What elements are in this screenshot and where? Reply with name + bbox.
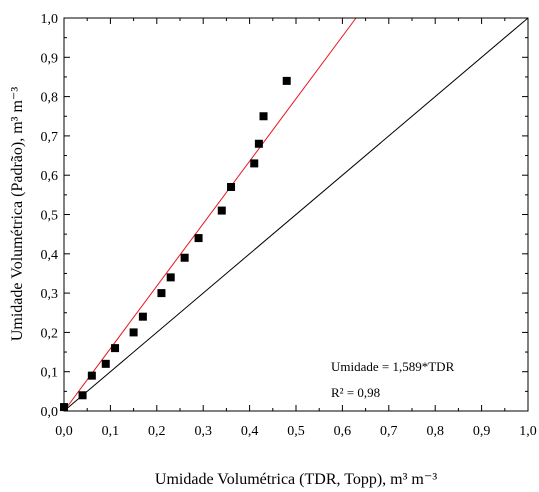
y-tick-label: 0,6 — [41, 169, 59, 184]
fit-line — [63, 17, 357, 412]
data-points — [60, 76, 291, 412]
y-tick-label: 0,4 — [41, 248, 59, 263]
data-point — [254, 139, 263, 148]
data-point — [78, 391, 87, 400]
data-point — [101, 359, 110, 368]
x-tick-label: 0,8 — [426, 424, 444, 439]
y-tick-label: 0,2 — [41, 326, 59, 341]
data-point — [282, 76, 291, 85]
x-tick-label: 0,5 — [287, 424, 305, 439]
plot-frame — [63, 17, 529, 412]
data-point — [250, 159, 259, 168]
y-tick-label: 0,9 — [41, 51, 59, 66]
data-point — [129, 328, 138, 337]
data-point — [180, 253, 189, 262]
data-point — [157, 289, 166, 298]
data-point — [217, 206, 226, 215]
r2-annotation: R² = 0,98 — [331, 385, 380, 400]
y-tick-label: 1,0 — [41, 12, 59, 27]
x-tick-label: 1,0 — [519, 424, 537, 439]
y-tick-label: 0,8 — [41, 91, 59, 106]
x-tick-label: 0,4 — [241, 424, 259, 439]
x-tick-label: 0,6 — [334, 424, 352, 439]
y-tick-label: 0,0 — [41, 405, 59, 420]
data-point — [111, 344, 120, 353]
y-tick-label: 0,7 — [41, 130, 59, 145]
x-tick-label: 0,3 — [194, 424, 212, 439]
x-tick-labels: 0,0 0,1 0,2 0,3 0,4 0,5 0,6 0,7 0,8 0,9 1,0 — [55, 424, 537, 439]
x-tick-label: 0,1 — [102, 424, 120, 439]
y-tick-labels: 0,0 0,1 0,2 0,3 0,4 0,5 0,6 0,7 0,8 0,9 1,0 — [41, 12, 59, 420]
axis-ticks — [63, 17, 529, 412]
data-point — [166, 273, 175, 282]
data-point — [194, 234, 203, 243]
y-axis-title: Umidade Volumétrica (Padrão), m³ m⁻³ — [9, 87, 26, 341]
equation-annotation: Umidade = 1,589*TDR — [331, 359, 455, 374]
reference-lines — [63, 17, 529, 412]
identity-line — [63, 17, 529, 412]
x-axis-title: Umidade Volumétrica (TDR, Topp), m³ m⁻³ — [155, 471, 437, 488]
x-tick-label: 0,9 — [473, 424, 491, 439]
y-tick-label: 0,3 — [41, 287, 59, 302]
y-tick-label: 0,1 — [41, 366, 59, 381]
y-tick-label: 0,5 — [41, 209, 59, 224]
data-point — [227, 182, 236, 191]
data-point — [259, 112, 268, 121]
data-point — [87, 371, 96, 380]
x-tick-label: 0,0 — [55, 424, 73, 439]
data-point — [138, 312, 147, 321]
x-tick-label: 0,2 — [148, 424, 166, 439]
x-tick-label: 0,7 — [380, 424, 398, 439]
